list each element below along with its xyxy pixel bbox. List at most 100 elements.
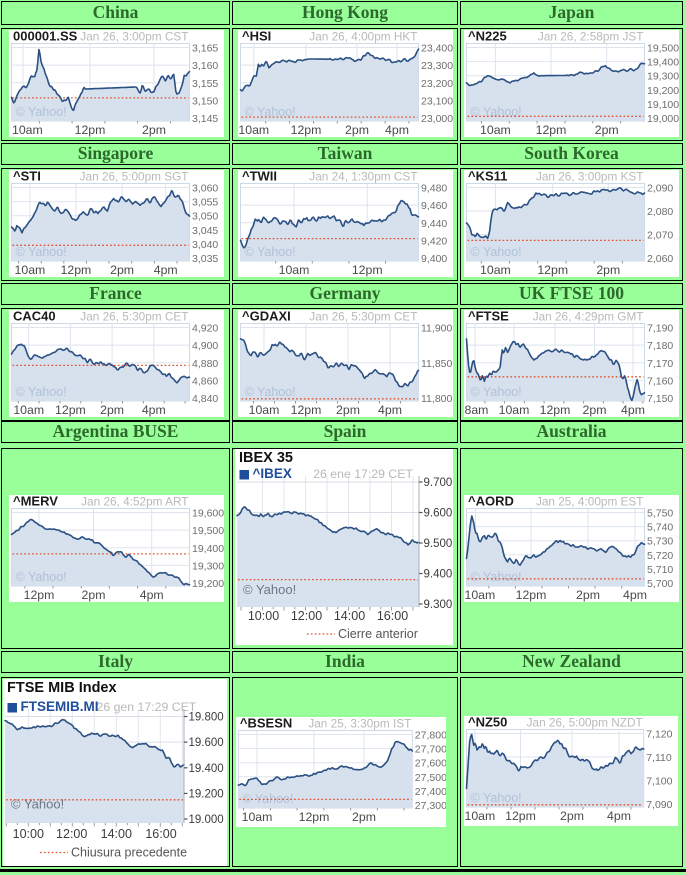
svg-text:12pm: 12pm xyxy=(75,123,106,137)
svg-text:9.500: 9.500 xyxy=(424,538,453,550)
svg-text:12pm: 12pm xyxy=(536,123,567,137)
svg-text:5,700: 5,700 xyxy=(647,578,673,590)
svg-text:© Yahoo!: © Yahoo! xyxy=(16,570,67,584)
svg-text:4pm: 4pm xyxy=(385,123,409,137)
svg-text:4,860: 4,860 xyxy=(192,375,218,387)
svg-text:9,400: 9,400 xyxy=(421,253,447,265)
svg-text:11,900: 11,900 xyxy=(421,323,452,335)
svg-text:CAC40: CAC40 xyxy=(13,310,56,324)
svg-text:11,850: 11,850 xyxy=(421,358,452,370)
svg-text:© Yahoo!: © Yahoo! xyxy=(471,385,522,399)
svg-text:^NZ50: ^NZ50 xyxy=(468,716,507,730)
svg-text:3,035: 3,035 xyxy=(192,253,218,265)
svg-text:7,170: 7,170 xyxy=(647,358,673,370)
svg-text:3,050: 3,050 xyxy=(192,211,218,223)
svg-text:© Yahoo!: © Yahoo! xyxy=(243,582,296,597)
svg-text:12pm: 12pm xyxy=(537,263,568,277)
svg-text:© Yahoo!: © Yahoo! xyxy=(471,245,522,259)
svg-text:Jan 25, 4:00pm EST: Jan 25, 4:00pm EST xyxy=(536,495,644,509)
svg-text:12pm: 12pm xyxy=(291,403,322,417)
svg-text:4pm: 4pm xyxy=(142,403,166,417)
svg-text:5,710: 5,710 xyxy=(647,564,673,576)
svg-text:3,045: 3,045 xyxy=(192,225,218,237)
svg-text:9,480: 9,480 xyxy=(421,183,447,195)
svg-text:^N225: ^N225 xyxy=(468,30,507,44)
svg-text:© Yahoo!: © Yahoo! xyxy=(16,385,67,399)
svg-text:IBEX 35: IBEX 35 xyxy=(239,450,293,466)
svg-text:3,145: 3,145 xyxy=(192,113,218,125)
svg-text:9,420: 9,420 xyxy=(421,235,447,247)
svg-text:^AORD: ^AORD xyxy=(468,495,514,509)
svg-text:^TWII: ^TWII xyxy=(242,170,277,184)
svg-text:12pm: 12pm xyxy=(61,263,92,277)
svg-text:4,840: 4,840 xyxy=(192,393,218,405)
svg-text:2pm: 2pm xyxy=(352,810,376,824)
svg-text:4,920: 4,920 xyxy=(192,323,218,335)
svg-text:© Yahoo!: © Yahoo! xyxy=(11,797,64,812)
svg-text:© Yahoo!: © Yahoo! xyxy=(245,385,296,399)
svg-text:4pm: 4pm xyxy=(154,263,178,277)
svg-text:23,200: 23,200 xyxy=(421,78,453,90)
svg-text:12pm: 12pm xyxy=(55,403,86,417)
svg-text:2,060: 2,060 xyxy=(647,253,673,265)
svg-text:3,160: 3,160 xyxy=(192,60,218,72)
svg-text:Cierre anterior: Cierre anterior xyxy=(338,627,418,641)
svg-text:2pm: 2pm xyxy=(100,403,124,417)
svg-text:7,150: 7,150 xyxy=(647,393,673,405)
svg-text:Jan 26, 5:30pm CET: Jan 26, 5:30pm CET xyxy=(80,310,188,324)
svg-text:Jan 26, 2:58pm JST: Jan 26, 2:58pm JST xyxy=(538,30,644,44)
svg-text:12pm: 12pm xyxy=(24,588,55,602)
svg-text:19.000: 19.000 xyxy=(189,814,224,826)
svg-text:12:00: 12:00 xyxy=(291,609,322,623)
svg-text:7,120: 7,120 xyxy=(646,729,672,741)
svg-text:^BSESN: ^BSESN xyxy=(240,717,292,731)
svg-text:23,100: 23,100 xyxy=(421,95,453,107)
svg-text:9.700: 9.700 xyxy=(424,477,453,489)
svg-text:19.600: 19.600 xyxy=(189,737,224,749)
svg-text:12pm: 12pm xyxy=(505,809,536,823)
svg-text:11,800: 11,800 xyxy=(421,393,452,405)
svg-text:Jan 25, 3:30pm IST: Jan 25, 3:30pm IST xyxy=(308,717,411,731)
svg-text:23,400: 23,400 xyxy=(421,43,453,55)
svg-text:000001.SS: 000001.SS xyxy=(13,30,78,44)
svg-text:^MERV: ^MERV xyxy=(13,495,58,509)
svg-text:10am: 10am xyxy=(238,123,269,137)
svg-text:10am: 10am xyxy=(279,263,310,277)
svg-text:5,720: 5,720 xyxy=(647,550,673,562)
svg-text:19,300: 19,300 xyxy=(647,71,679,83)
svg-text:27,300: 27,300 xyxy=(415,800,446,812)
svg-text:10:00: 10:00 xyxy=(13,827,44,841)
svg-text:19,200: 19,200 xyxy=(192,578,224,590)
svg-text:2,070: 2,070 xyxy=(647,230,673,242)
svg-text:12pm: 12pm xyxy=(352,263,383,277)
svg-text:© Yahoo!: © Yahoo! xyxy=(471,105,522,119)
svg-text:Jan 24, 1:30pm CST: Jan 24, 1:30pm CST xyxy=(309,170,417,184)
svg-text:4pm: 4pm xyxy=(607,809,631,823)
svg-text:3,165: 3,165 xyxy=(192,43,218,55)
svg-text:Jan 26, 3:00pm KST: Jan 26, 3:00pm KST xyxy=(536,170,644,184)
svg-text:12pm: 12pm xyxy=(291,123,322,137)
svg-text:23,000: 23,000 xyxy=(421,113,453,125)
svg-text:8am: 8am xyxy=(465,403,489,417)
svg-text:7,100: 7,100 xyxy=(646,776,672,788)
svg-text:^IBEX: ^IBEX xyxy=(253,466,292,481)
svg-text:19,500: 19,500 xyxy=(192,525,224,537)
svg-text:7,160: 7,160 xyxy=(647,375,673,387)
svg-text:10am: 10am xyxy=(12,123,43,137)
svg-text:3,150: 3,150 xyxy=(192,95,218,107)
svg-text:2pm: 2pm xyxy=(110,263,134,277)
svg-text:10am: 10am xyxy=(499,403,530,417)
svg-text:FTSE MIB Index: FTSE MIB Index xyxy=(7,680,117,696)
svg-text:FTSEMIB.MI: FTSEMIB.MI xyxy=(21,699,99,714)
svg-text:10am: 10am xyxy=(242,810,273,824)
svg-text:4pm: 4pm xyxy=(378,403,402,417)
svg-text:3,155: 3,155 xyxy=(192,78,218,90)
svg-text:Jan 26, 5:30pm CET: Jan 26, 5:30pm CET xyxy=(309,310,417,324)
svg-text:2,090: 2,090 xyxy=(647,183,673,195)
svg-text:19.800: 19.800 xyxy=(189,712,224,724)
svg-text:12pm: 12pm xyxy=(540,403,571,417)
svg-text:2pm: 2pm xyxy=(336,403,360,417)
svg-text:^KS11: ^KS11 xyxy=(468,170,507,184)
svg-text:© Yahoo!: © Yahoo! xyxy=(471,791,522,805)
svg-text:Jan 26, 4:52pm ART: Jan 26, 4:52pm ART xyxy=(81,495,188,509)
